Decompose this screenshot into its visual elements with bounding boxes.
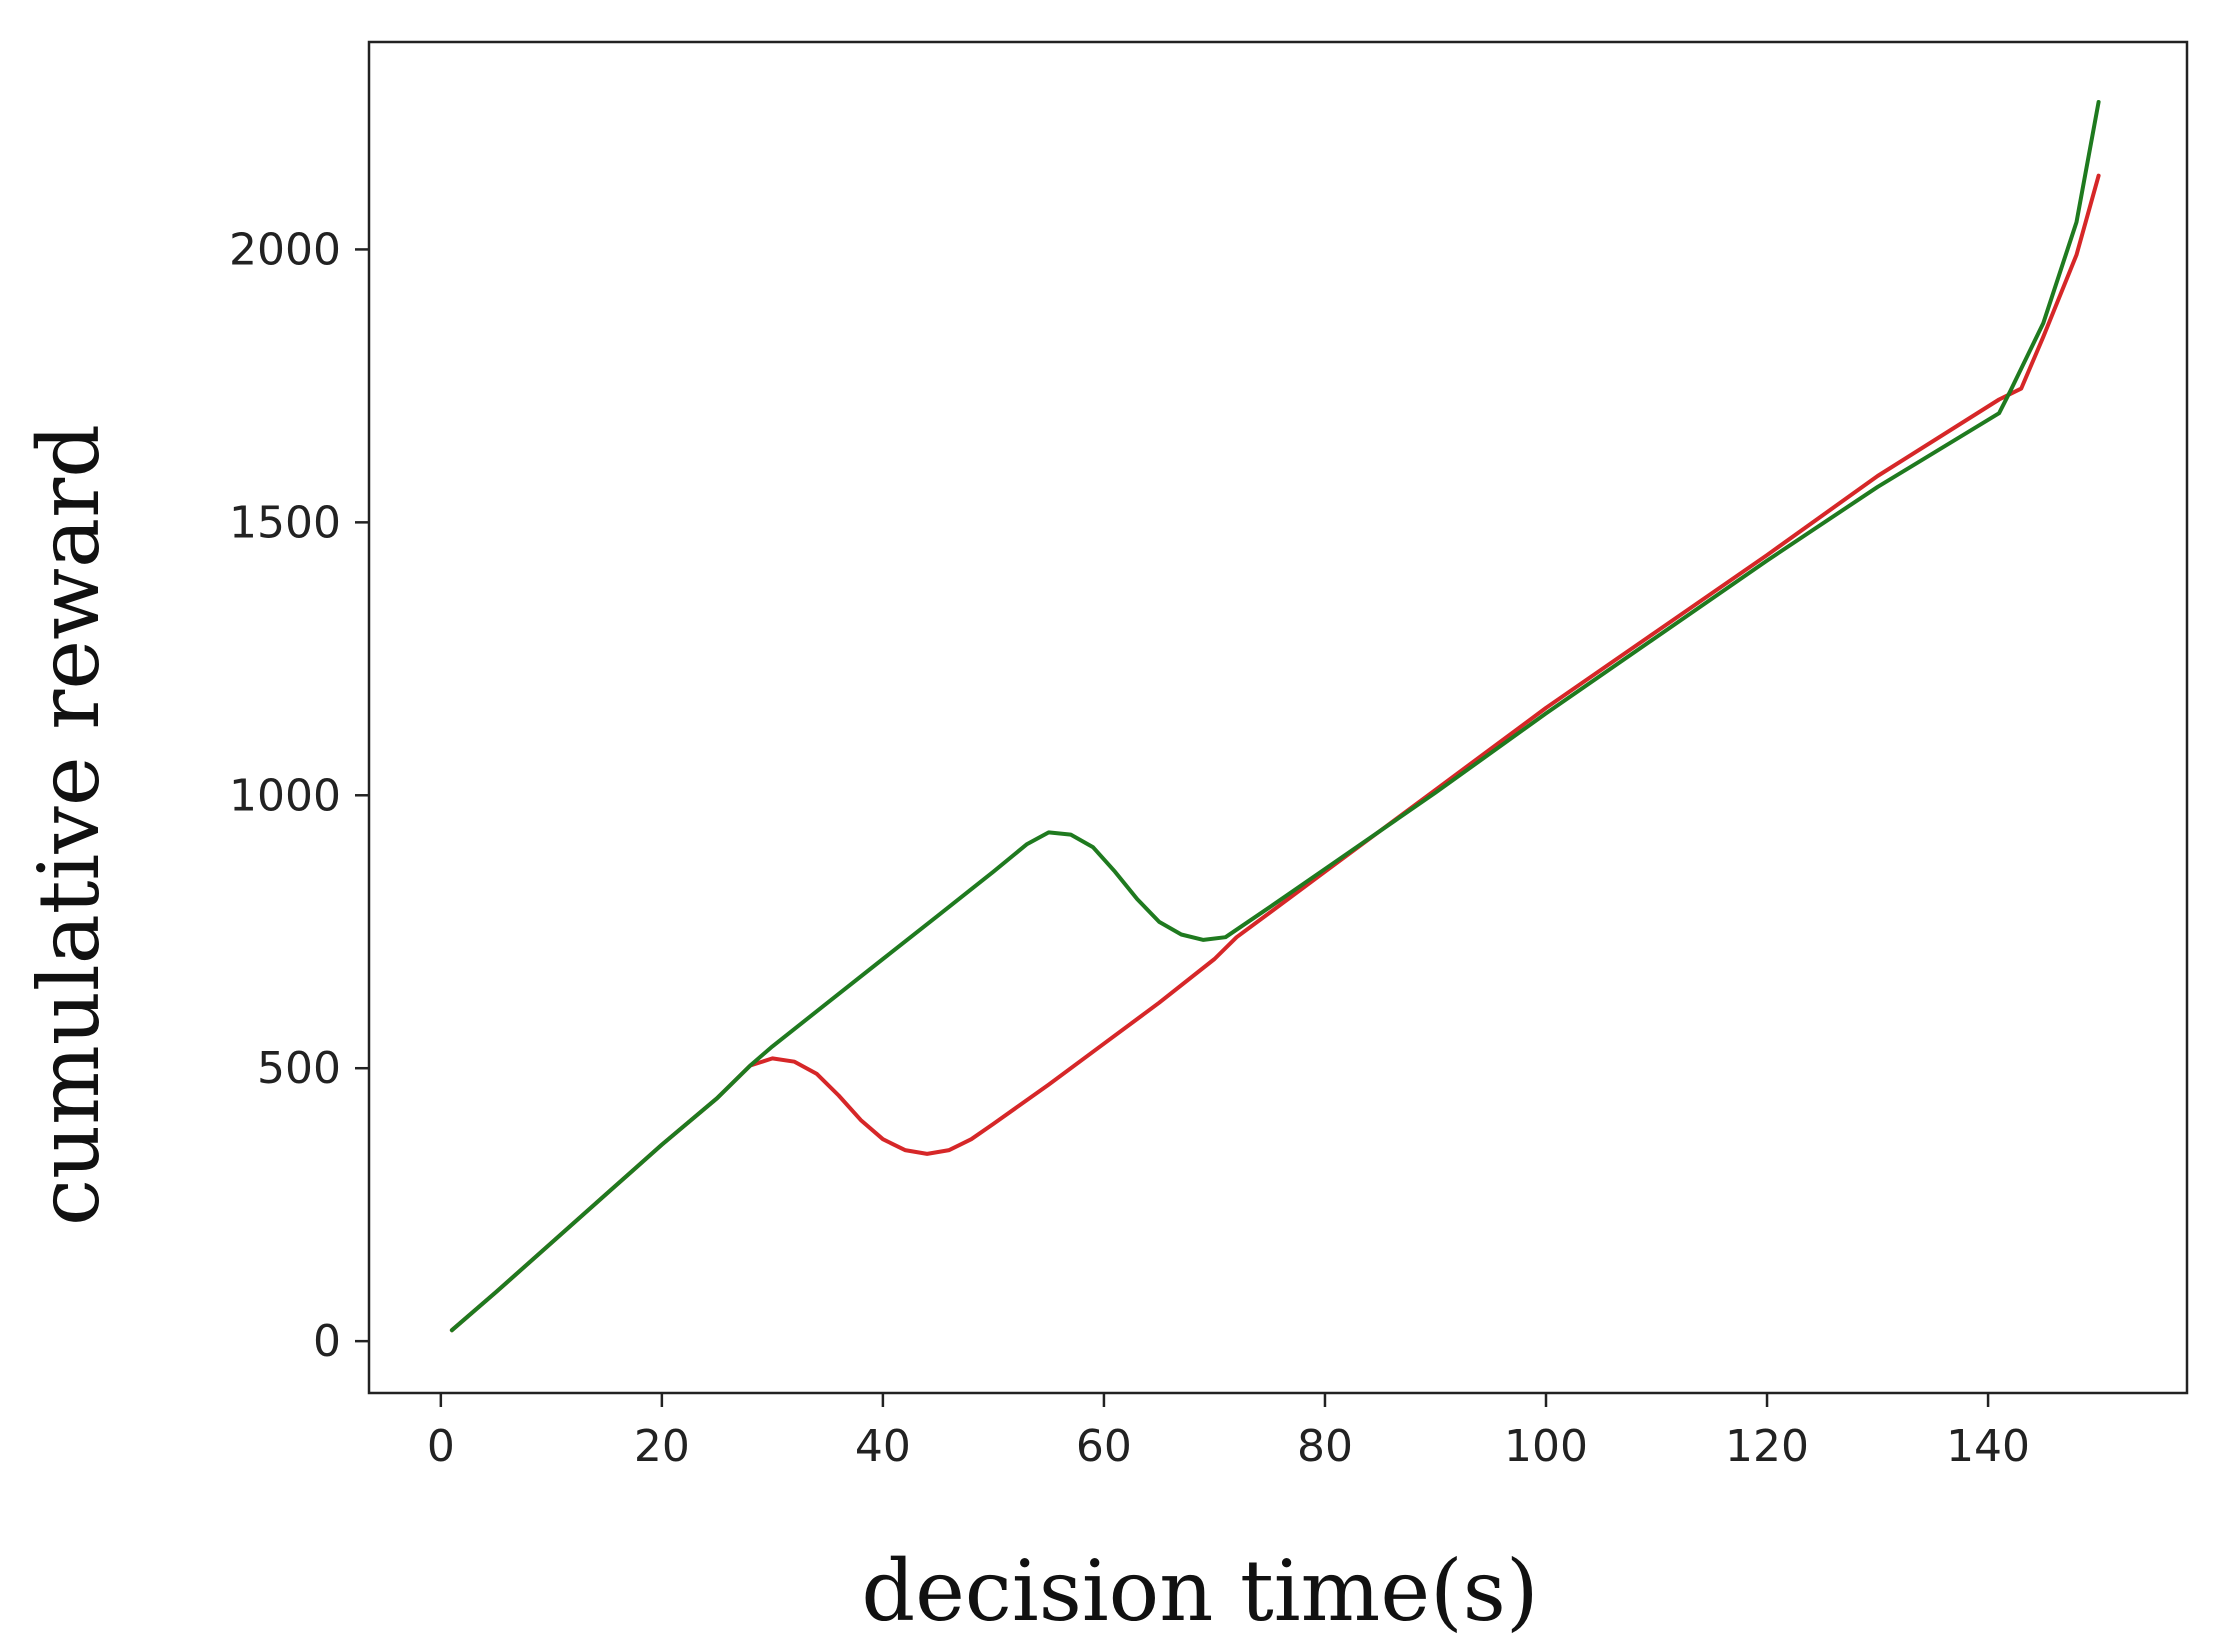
x-tick-label: 40 [855, 1421, 911, 1472]
y-tick-label: 1500 [229, 497, 341, 548]
plot-lines [449, 100, 2101, 1333]
plot-frame [367, 40, 2189, 1395]
y-tick-label: 1000 [229, 770, 341, 821]
x-tick-label: 100 [1504, 1421, 1588, 1472]
y-tick-label: 2000 [229, 224, 341, 275]
x-axis-title: decision time(s) [861, 1542, 1538, 1640]
x-tick-label: 140 [1946, 1421, 2030, 1472]
x-tick-label: 60 [1076, 1421, 1132, 1472]
y-axis-ticks: 0 500 1000 1500 2000 [229, 224, 369, 1367]
y-tick-label: 0 [313, 1316, 341, 1367]
x-tick-label: 80 [1297, 1421, 1353, 1472]
series-line-1 [449, 173, 2101, 1333]
y-tick-label: 500 [257, 1043, 341, 1094]
x-tick-label: 120 [1725, 1421, 1809, 1472]
x-tick-label: 0 [427, 1421, 455, 1472]
series-line-2 [449, 100, 2101, 1333]
x-axis-ticks: 0 20 40 60 80 100 120 140 [427, 1393, 2030, 1472]
y-axis-title: cumulative reward [20, 424, 118, 1226]
x-tick-label: 20 [634, 1421, 690, 1472]
